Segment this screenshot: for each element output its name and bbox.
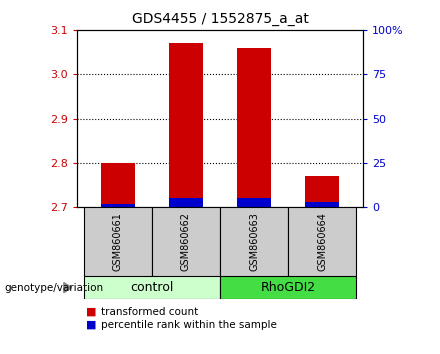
Bar (84, 276, 220, 299)
Text: RhoGDI2: RhoGDI2 (260, 281, 315, 294)
Text: transformed count: transformed count (101, 307, 198, 316)
Text: GSM860662: GSM860662 (181, 212, 191, 271)
Text: GSM860663: GSM860663 (249, 212, 259, 271)
Text: ■: ■ (86, 307, 96, 316)
Bar (220, 207, 288, 276)
Text: genotype/variation: genotype/variation (4, 282, 103, 293)
Bar (101, 163, 135, 207)
Bar (169, 198, 203, 207)
Text: ■: ■ (86, 320, 96, 330)
Bar (169, 44, 203, 207)
Bar (152, 207, 220, 276)
Text: GSM860664: GSM860664 (317, 212, 327, 271)
Text: percentile rank within the sample: percentile rank within the sample (101, 320, 277, 330)
Bar (237, 198, 271, 207)
Bar (305, 202, 339, 207)
Text: GSM860661: GSM860661 (113, 212, 123, 271)
Text: GDS4455 / 1552875_a_at: GDS4455 / 1552875_a_at (132, 12, 308, 27)
Bar (84, 207, 152, 276)
Bar (101, 204, 135, 207)
Bar (288, 207, 356, 276)
Bar (237, 48, 271, 207)
Bar (305, 176, 339, 207)
Bar (220, 276, 356, 299)
Text: control: control (130, 281, 174, 294)
